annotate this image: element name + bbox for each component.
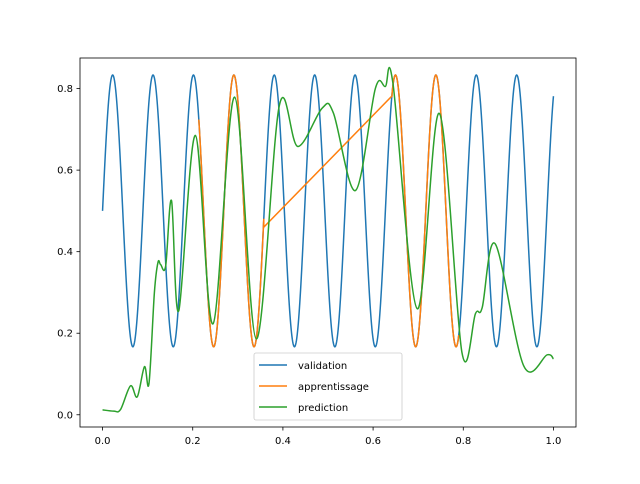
legend-box [253,352,403,421]
y-tick-label: 0.8 [57,84,73,95]
legend: validation apprentissage prediction [253,352,403,421]
series-prediction-line [102,66,555,413]
y-tick-label: 0.0 [57,410,73,421]
x-tick-label: 0.6 [365,436,381,447]
x-tick-label: 0.0 [95,436,111,447]
series-layer [101,66,555,413]
series-apprentissage-line [198,74,460,348]
x-tick-label: 0.4 [275,436,291,447]
series-validation-line [101,74,555,348]
x-tick-label: 0.2 [185,436,201,447]
y-tick-label: 0.6 [57,166,73,177]
legend-label-validation: validation [298,361,347,372]
y-tick-label: 0.4 [57,247,73,258]
x-tick-label: 1.0 [546,436,562,447]
x-tick-label: 0.8 [455,436,471,447]
legend-label-apprentissage: apprentissage [298,382,369,393]
legend-label-prediction: prediction [298,403,348,414]
y-tick-label: 0.2 [57,329,73,340]
plot-frame [79,57,577,428]
y-axis: 0.0 0.2 0.4 0.6 0.8 [57,84,80,421]
x-axis: 0.0 0.2 0.4 0.6 0.8 1.0 [95,427,562,447]
